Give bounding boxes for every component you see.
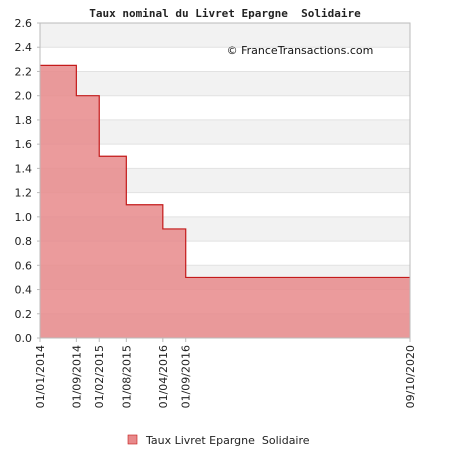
x-tick-label: 01/04/2016 <box>157 345 170 408</box>
y-tick-label: 1.2 <box>15 187 33 200</box>
legend-swatch <box>128 435 137 444</box>
grid-band <box>40 71 410 95</box>
x-tick-label: 01/08/2015 <box>120 345 133 408</box>
y-tick-label: 1.6 <box>15 138 33 151</box>
legend-label: Taux Livret Epargne Solidaire <box>145 434 310 447</box>
y-tick-label: 1.4 <box>15 162 33 175</box>
y-tick-labels: 0.0 0.2 0.4 0.6 0.8 1.0 1.2 1.4 1.6 1.8 2.0 2.2 2.4 2… <box>15 17 33 345</box>
x-tick-labels: 01/01/2014 01/09/2014 01/02/2015 01/08/2015… <box>34 345 417 408</box>
y-tick-label: 1.0 <box>15 211 33 224</box>
x-tick-label: 01/02/2015 <box>93 345 106 408</box>
y-tick-label: 0.6 <box>15 259 33 272</box>
x-tick-label: 01/09/2016 <box>180 345 193 408</box>
x-tick-label: 01/09/2014 <box>70 345 83 408</box>
chart-credit: © FranceTransactions.com <box>227 44 374 57</box>
y-tick-label: 0.4 <box>15 284 33 297</box>
y-tick-label: 0.0 <box>15 332 33 345</box>
y-tick-label: 2.6 <box>15 17 33 30</box>
chart-title: Taux nominal du Livret Epargne Solidaire <box>89 7 361 20</box>
legend: Taux Livret Epargne Solidaire <box>128 434 310 447</box>
x-tick-label: 01/01/2014 <box>34 345 47 408</box>
y-tick-label: 2.2 <box>15 65 33 78</box>
y-tick-label: 1.8 <box>15 114 33 127</box>
x-tick-label: 09/10/2020 <box>404 345 417 408</box>
y-tick-label: 0.2 <box>15 308 33 321</box>
y-tick-label: 2.0 <box>15 90 33 103</box>
y-tick-label: 0.8 <box>15 235 33 248</box>
y-tick-label: 2.4 <box>15 41 33 54</box>
